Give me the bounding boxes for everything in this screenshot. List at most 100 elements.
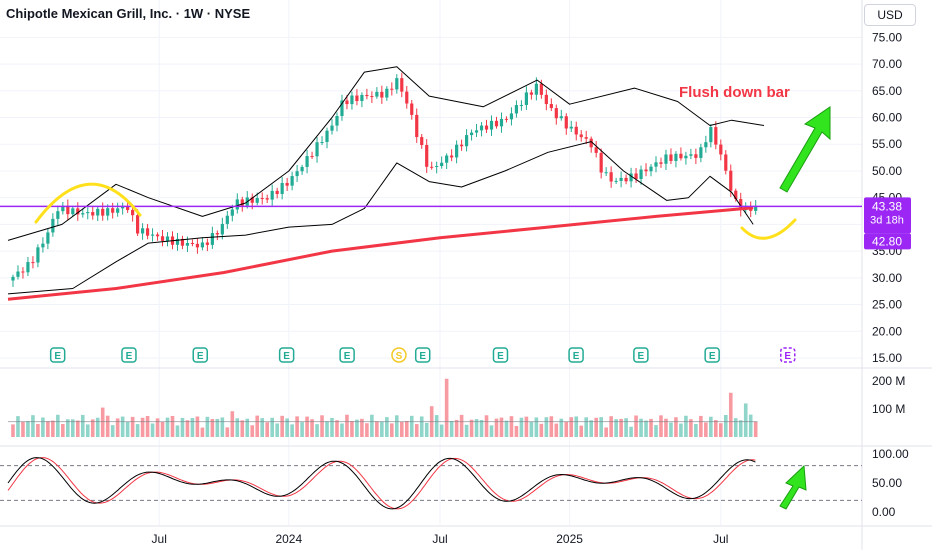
volume-bar	[130, 416, 135, 437]
volume-bar	[679, 423, 683, 437]
volume-bar	[404, 420, 409, 437]
candle-body	[140, 228, 145, 234]
lower-bollinger-band	[7, 141, 754, 295]
volume-bar	[165, 417, 170, 437]
candle-body	[669, 154, 673, 161]
volume-bar	[340, 423, 344, 437]
volume-bar	[195, 416, 200, 437]
volume-bar	[320, 415, 324, 437]
candle-body	[76, 208, 80, 215]
volume-bar	[569, 417, 574, 437]
volume-bar	[255, 415, 260, 437]
candle-body	[280, 182, 284, 194]
candle-body	[210, 233, 214, 245]
candle-body	[474, 130, 479, 133]
x-tick-label: 2025	[556, 532, 583, 546]
volume-bar	[185, 420, 190, 437]
volume-bar	[325, 421, 329, 437]
candle-body	[539, 83, 543, 95]
volume-bar	[604, 427, 608, 437]
up-arrow-icon	[779, 464, 807, 510]
candle-body	[609, 172, 613, 182]
candle-body	[704, 142, 708, 148]
x-tick-label: Jul	[152, 532, 167, 546]
candle-body	[41, 243, 45, 248]
earnings-marker	[121, 347, 137, 363]
reference-price-label: 42.80	[872, 234, 902, 248]
candle-body	[589, 138, 593, 148]
volume-bar	[80, 414, 85, 437]
candle-body	[484, 125, 489, 130]
y-tick-label: 30.00	[872, 271, 902, 285]
candle-body	[739, 199, 743, 211]
candle-body	[400, 78, 404, 92]
volume-bar	[125, 421, 130, 437]
candle-body	[185, 242, 190, 246]
currency-selector[interactable]: USD	[864, 4, 916, 26]
earnings-marker	[568, 347, 584, 363]
candle-body	[410, 103, 414, 115]
volume-bar	[110, 425, 115, 437]
candle-body	[430, 166, 434, 168]
volume-bar	[200, 427, 205, 437]
volume-bar	[41, 417, 45, 437]
candle-body	[649, 166, 653, 172]
candle-body	[56, 211, 60, 219]
volume-bar	[95, 417, 100, 437]
stochastic-panel	[0, 457, 862, 510]
earnings-marker	[780, 347, 796, 363]
y-tick-label: 75.00	[872, 30, 902, 44]
volume-bar	[225, 427, 230, 437]
volume-bar	[524, 416, 529, 437]
candle-body	[544, 94, 548, 105]
candle-body	[395, 78, 399, 90]
volume-bar	[529, 421, 534, 437]
upper-bollinger-band	[7, 66, 765, 241]
volume-bar	[46, 421, 50, 437]
event-marker-label: E	[126, 351, 133, 362]
volume-bar	[743, 403, 748, 437]
volume-bar	[205, 416, 210, 437]
candle-body	[415, 114, 419, 138]
volume-bar	[245, 418, 250, 437]
volume-bar	[514, 425, 519, 437]
reference-price-box	[864, 233, 911, 250]
volume-bar	[385, 417, 389, 437]
candle-body	[639, 169, 643, 179]
volume-bar	[180, 417, 185, 437]
candle-body	[714, 127, 718, 145]
candle-body	[325, 130, 329, 143]
y-tick-label: 55.00	[872, 137, 902, 151]
candle-body	[450, 155, 454, 158]
volume-bar	[230, 411, 235, 437]
candle-body	[21, 271, 25, 273]
candle-body	[160, 236, 165, 241]
volume-bar	[519, 417, 524, 437]
volume-bar	[719, 423, 723, 437]
candle-body	[180, 238, 185, 246]
candle-body	[121, 206, 125, 209]
candle-body	[559, 116, 563, 119]
candle-body	[375, 91, 379, 97]
candle-body	[106, 208, 110, 216]
volume-bar	[250, 425, 255, 437]
volume-bar	[265, 422, 269, 437]
dividend-marker	[391, 347, 407, 363]
candle-body	[340, 100, 344, 116]
candle-body	[190, 242, 195, 244]
candle-body	[310, 156, 314, 158]
event-marker-label: E	[419, 351, 426, 362]
volume-bar	[589, 420, 593, 437]
volume-bar	[170, 415, 175, 437]
stoch-k-line	[7, 457, 756, 510]
earnings-marker	[339, 347, 355, 363]
volume-bar	[240, 420, 245, 437]
countdown-label: 3d 18h	[870, 214, 904, 226]
volume-bar	[51, 420, 55, 437]
volume-bar	[474, 419, 479, 437]
candle-body	[345, 100, 349, 105]
volume-bar	[215, 418, 220, 437]
earnings-marker	[704, 347, 720, 363]
event-marker-label: E	[197, 351, 204, 362]
